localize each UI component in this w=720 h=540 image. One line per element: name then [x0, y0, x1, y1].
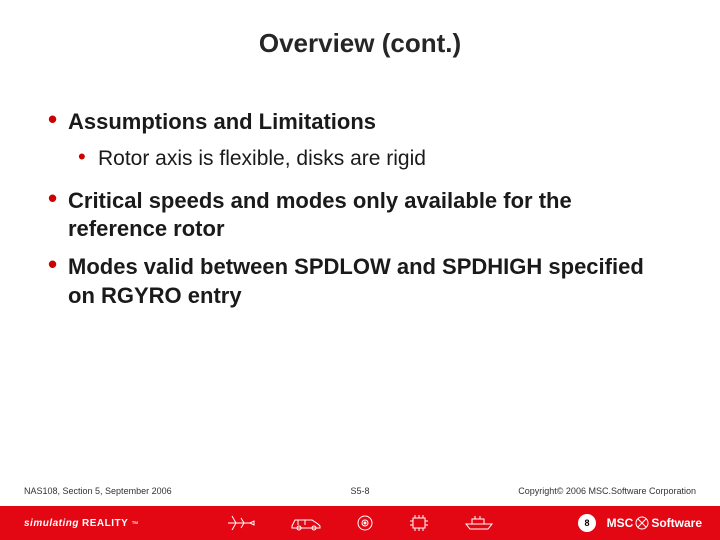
footer-right: Copyright© 2006 MSC.Software Corporation	[518, 486, 696, 496]
jet-icon	[226, 514, 256, 532]
footer-center: S5-8	[350, 486, 369, 496]
ship-icon	[464, 515, 494, 531]
slide-body: Assumptions and Limitations Rotor axis i…	[48, 108, 672, 320]
slide: Overview (cont.) Assumptions and Limitat…	[0, 0, 720, 540]
slide-title: Overview (cont.)	[0, 28, 720, 59]
footer-text-row: NAS108, Section 5, September 2006 S5-8 C…	[0, 482, 720, 496]
brand-x-icon	[635, 516, 649, 530]
car-icon	[290, 515, 322, 531]
footer-red-bar: simulating REALITY ™	[0, 506, 720, 540]
target-icon	[356, 514, 374, 532]
brand-logo: MSC Software	[607, 516, 702, 530]
bullet-assumptions: Assumptions and Limitations	[48, 108, 672, 136]
brand-msc: MSC	[607, 516, 634, 530]
chip-icon	[408, 514, 430, 532]
bullet-critical-speeds: Critical speeds and modes only available…	[48, 187, 672, 243]
bullet-rotor-axis: Rotor axis is flexible, disks are rigid	[78, 146, 672, 173]
tagline: simulating REALITY ™	[24, 518, 139, 529]
brand-software: Software	[651, 516, 702, 530]
footer-icon-row	[226, 514, 494, 532]
page-number-badge: 8	[578, 514, 596, 532]
footer-left: NAS108, Section 5, September 2006	[24, 486, 172, 496]
page-number: 8	[584, 518, 589, 528]
tagline-reality: REALITY	[82, 518, 128, 529]
tagline-simulating: simulating	[24, 518, 79, 529]
tagline-tm: ™	[131, 521, 139, 528]
bullet-modes-valid: Modes valid between SPDLOW and SPDHIGH s…	[48, 253, 672, 309]
